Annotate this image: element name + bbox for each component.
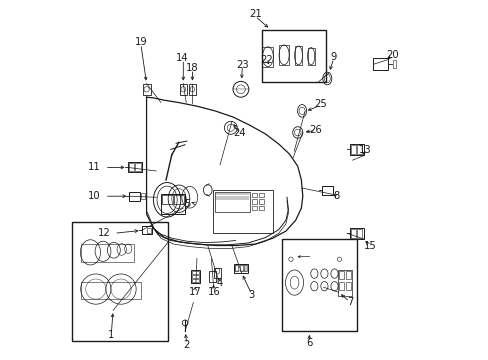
Bar bbox=[141, 193, 145, 199]
Text: 9: 9 bbox=[330, 52, 336, 62]
Text: 18: 18 bbox=[186, 63, 199, 73]
Bar bbox=[349, 228, 363, 239]
Bar bbox=[179, 84, 186, 95]
Bar bbox=[294, 46, 302, 65]
Text: 5: 5 bbox=[184, 199, 190, 210]
Bar bbox=[189, 84, 195, 95]
Bar bbox=[262, 47, 273, 67]
Text: 3: 3 bbox=[248, 290, 254, 300]
Text: 16: 16 bbox=[207, 287, 220, 297]
Text: 10: 10 bbox=[88, 191, 101, 201]
Bar bbox=[192, 275, 199, 278]
Bar bbox=[128, 163, 134, 171]
Bar bbox=[258, 199, 264, 204]
Text: 15: 15 bbox=[363, 240, 375, 251]
Bar bbox=[192, 271, 199, 274]
Text: 13: 13 bbox=[358, 145, 371, 156]
Bar bbox=[239, 265, 242, 271]
Text: 12: 12 bbox=[98, 228, 110, 238]
Text: 24: 24 bbox=[233, 128, 245, 138]
Bar bbox=[258, 206, 264, 210]
Bar bbox=[339, 271, 344, 279]
Bar bbox=[192, 279, 199, 282]
Bar bbox=[350, 229, 355, 238]
Text: 7: 7 bbox=[347, 297, 353, 307]
Text: 19: 19 bbox=[134, 37, 147, 48]
Text: 1: 1 bbox=[108, 330, 114, 340]
Bar bbox=[81, 282, 141, 299]
Bar bbox=[392, 60, 396, 68]
Bar bbox=[72, 222, 167, 341]
Bar bbox=[141, 226, 151, 234]
Bar bbox=[372, 58, 387, 70]
Bar bbox=[162, 195, 173, 204]
Bar bbox=[345, 271, 350, 279]
Text: 22: 22 bbox=[260, 55, 273, 66]
Bar bbox=[356, 145, 362, 154]
Bar bbox=[174, 195, 184, 204]
Bar bbox=[350, 145, 355, 154]
Bar bbox=[345, 282, 350, 290]
Bar bbox=[213, 268, 221, 278]
Bar bbox=[307, 48, 314, 65]
Bar bbox=[215, 192, 249, 212]
Text: 21: 21 bbox=[248, 9, 261, 19]
Bar bbox=[279, 45, 288, 65]
Bar bbox=[212, 190, 273, 233]
Text: 25: 25 bbox=[314, 99, 326, 109]
Bar bbox=[261, 30, 325, 82]
Bar bbox=[81, 244, 133, 262]
Bar bbox=[161, 194, 185, 214]
Bar bbox=[209, 271, 216, 282]
Bar bbox=[251, 199, 257, 204]
Bar bbox=[339, 282, 344, 290]
Bar bbox=[129, 192, 140, 201]
Text: 26: 26 bbox=[308, 125, 321, 135]
Bar bbox=[244, 265, 246, 271]
Bar bbox=[349, 144, 363, 155]
Bar bbox=[356, 229, 362, 238]
Bar bbox=[142, 84, 150, 95]
Bar bbox=[251, 193, 257, 197]
Bar bbox=[258, 193, 264, 197]
Bar bbox=[235, 265, 238, 271]
Bar bbox=[146, 228, 150, 233]
Text: 4: 4 bbox=[216, 278, 222, 288]
Bar bbox=[337, 270, 351, 296]
Text: 20: 20 bbox=[385, 50, 398, 60]
Bar bbox=[282, 239, 356, 331]
Text: 8: 8 bbox=[332, 191, 339, 201]
Text: 14: 14 bbox=[176, 53, 188, 63]
Bar bbox=[235, 265, 246, 271]
Text: 11: 11 bbox=[88, 162, 101, 172]
Bar bbox=[251, 206, 257, 210]
Text: 17: 17 bbox=[188, 287, 201, 297]
Text: 23: 23 bbox=[236, 60, 248, 70]
Bar bbox=[234, 264, 247, 273]
Bar bbox=[127, 162, 141, 172]
Bar bbox=[135, 163, 141, 171]
Bar bbox=[191, 270, 200, 283]
Text: 6: 6 bbox=[305, 338, 312, 348]
Text: 2: 2 bbox=[183, 340, 190, 350]
Bar bbox=[321, 186, 332, 194]
